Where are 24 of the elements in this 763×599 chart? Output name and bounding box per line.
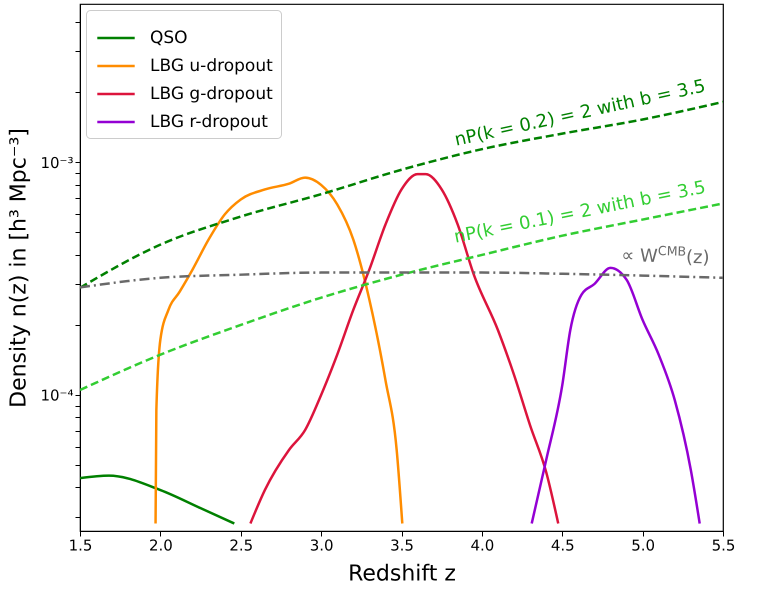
line-series bbox=[249, 172, 560, 525]
y-tick-label: 10⁻⁴ bbox=[40, 386, 74, 404]
y-tick-label: 10⁻³ bbox=[40, 154, 74, 172]
x-tick-label: 1.5 bbox=[68, 536, 92, 554]
text: nP(k = 0.2) = 2 with b = 3.5 bbox=[452, 76, 708, 151]
x-tick-label: 5.5 bbox=[712, 536, 736, 554]
x-tick-label: 3.0 bbox=[310, 536, 334, 554]
x-tick-label: 2.5 bbox=[229, 536, 254, 554]
x-tick-label: 4.5 bbox=[550, 536, 575, 554]
series-label: ∝ W$^{CMB}$(z) bbox=[621, 242, 710, 268]
x-tick-label: 3.5 bbox=[390, 536, 414, 554]
x-tick-label: 2.0 bbox=[148, 536, 173, 554]
x-tick-label: 4.0 bbox=[470, 536, 494, 554]
x-axis-title: Redshift z bbox=[348, 562, 456, 586]
legend-label: LBG g-dropout bbox=[150, 84, 274, 104]
legend-label: LBG u-dropout bbox=[150, 56, 274, 76]
legend-label: LBG r-dropout bbox=[150, 112, 268, 132]
legend-label: QSO bbox=[150, 28, 188, 48]
line-series bbox=[154, 176, 404, 525]
line-series bbox=[80, 474, 236, 525]
y-axis-title: Density n(z) in [h³ Mpc⁻³] bbox=[6, 128, 32, 408]
x-tick-label: 5.0 bbox=[631, 536, 656, 554]
line-series bbox=[530, 266, 701, 525]
line-series bbox=[80, 271, 723, 289]
